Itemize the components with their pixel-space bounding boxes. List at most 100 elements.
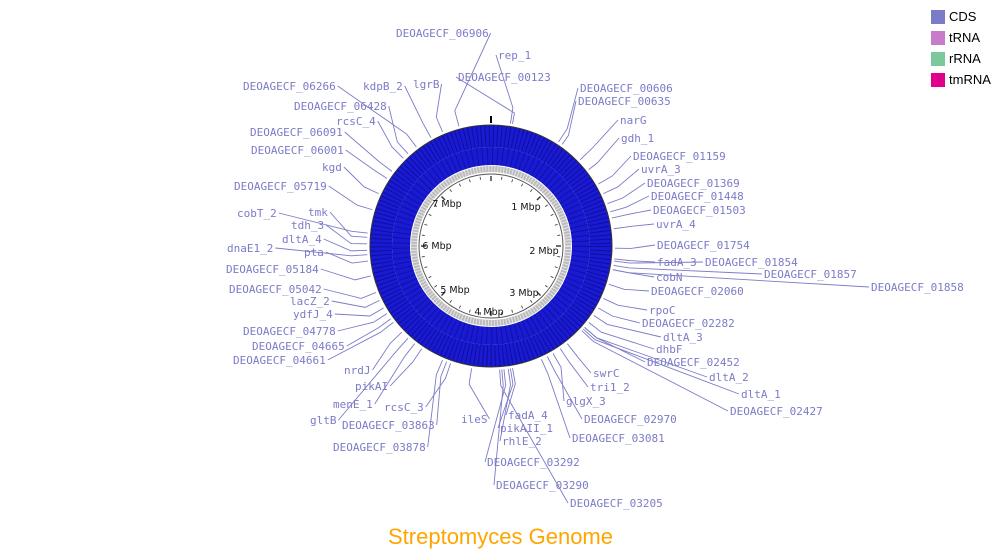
gene-label: fadA_3 bbox=[657, 256, 697, 269]
legend-label-cds: CDS bbox=[949, 9, 977, 24]
gene-label: glgX_3 bbox=[566, 395, 606, 408]
scale-labels: 1 Mbp 2 Mbp 3 Mbp 4 Mbp 5 Mbp 6 Mbp 7 Mbp bbox=[422, 199, 558, 318]
scale-tick bbox=[441, 196, 446, 201]
scale-tick bbox=[428, 276, 432, 279]
gene-leader bbox=[613, 264, 763, 275]
gene-leader bbox=[327, 321, 394, 361]
gene-leader bbox=[334, 307, 384, 317]
gene-leader bbox=[546, 356, 583, 420]
scale-tick bbox=[530, 189, 533, 193]
gene-leader bbox=[611, 209, 652, 219]
gene-label: DEOAGECF_05719 bbox=[234, 180, 327, 193]
gene-label: DEOAGECF_06906 bbox=[396, 27, 489, 40]
gene-leader bbox=[588, 321, 655, 350]
gene-leader bbox=[603, 168, 640, 195]
gene-leader bbox=[607, 182, 646, 205]
scale-label: 5 Mbp bbox=[440, 285, 469, 296]
gene-leader bbox=[345, 149, 388, 179]
gene-label: dltA_2 bbox=[709, 371, 749, 384]
scale-tick bbox=[434, 285, 438, 288]
gene-leader bbox=[493, 369, 504, 486]
gene-label: dnaE1_2 bbox=[227, 242, 273, 255]
scale-tick bbox=[554, 223, 558, 226]
scale-tick bbox=[511, 179, 514, 183]
gene-leader bbox=[499, 369, 569, 504]
gene-label: kdpB_2 bbox=[363, 80, 403, 93]
gene-label: dltA_4 bbox=[282, 233, 322, 246]
scale-tick bbox=[554, 266, 558, 269]
gene-label: DEOAGECF_00123 bbox=[458, 71, 551, 84]
gene-label: DEOAGECF_03292 bbox=[487, 456, 580, 469]
scale-tick bbox=[449, 299, 452, 303]
gene-label: DEOAGECF_00635 bbox=[578, 95, 671, 108]
gene-label: DEOAGECF_02452 bbox=[647, 356, 740, 369]
gene-label: DEOAGECF_02060 bbox=[651, 285, 744, 298]
gene-label: rpoC bbox=[649, 304, 676, 317]
scale-tick bbox=[441, 291, 446, 296]
gene-leader bbox=[559, 348, 589, 388]
plot-title: Streptomyces Genome bbox=[388, 524, 613, 549]
gene-label: lgrB bbox=[413, 78, 440, 91]
scale-tick bbox=[449, 189, 452, 193]
gene-label: cobN bbox=[656, 271, 683, 284]
gene-label: DEOAGECF_04778 bbox=[243, 325, 336, 338]
gene-leader bbox=[275, 247, 368, 257]
gene-leader bbox=[552, 353, 565, 402]
gene-leader bbox=[566, 343, 592, 374]
gene-leader bbox=[598, 307, 641, 324]
gene-label: DEOAGECF_01159 bbox=[633, 150, 726, 163]
gene-label: gdh_1 bbox=[621, 132, 654, 145]
scale-label: 4 Mbp bbox=[474, 307, 503, 318]
gene-label: DEOAGECF_03205 bbox=[570, 497, 663, 510]
gene-label: DEOAGECF_06266 bbox=[243, 80, 336, 93]
scale-label: 3 Mbp bbox=[509, 288, 538, 299]
legend: CDS tRNA rRNA tmRNA bbox=[931, 6, 991, 90]
gene-label: cobT_2 bbox=[237, 207, 277, 220]
gene-label: ileS bbox=[461, 413, 488, 426]
legend-label-rrna: rRNA bbox=[949, 51, 981, 66]
gene-leader bbox=[374, 343, 416, 405]
gene-leader bbox=[603, 297, 648, 311]
gene-leader bbox=[388, 105, 409, 155]
gene-label: dhbF bbox=[656, 343, 683, 356]
gene-label: DEOAGECF_05184 bbox=[226, 263, 319, 276]
gene-leader bbox=[389, 348, 423, 387]
gene-leader bbox=[323, 288, 377, 299]
scale-tick bbox=[428, 213, 432, 216]
gene-label: lacZ_2 bbox=[290, 295, 330, 308]
gene-label: tmk bbox=[308, 206, 328, 219]
scale-tick bbox=[550, 276, 554, 279]
scale-ticks bbox=[421, 116, 561, 316]
gene-leader bbox=[344, 131, 393, 172]
gene-label: fadA_4 bbox=[508, 409, 548, 422]
scale-label: 1 Mbp bbox=[511, 202, 540, 213]
gene-leader bbox=[427, 359, 443, 448]
genome-map: 1 Mbp 2 Mbp 3 Mbp 4 Mbp 5 Mbp 6 Mbp 7 Mbp DEOA… bbox=[226, 27, 964, 510]
inner-cds-texture bbox=[392, 147, 590, 345]
gene-leader bbox=[612, 269, 655, 278]
gene-label: tdh_3 bbox=[291, 219, 324, 232]
scale-tick bbox=[468, 309, 471, 313]
gene-label: DEOAGECF_01369 bbox=[647, 177, 740, 190]
inner-ring-border bbox=[418, 173, 564, 319]
gene-label: dltA_3 bbox=[663, 331, 703, 344]
scale-tick bbox=[550, 213, 554, 216]
legend-swatch-rrna bbox=[931, 51, 945, 66]
gene-label: DEOAGECF_03863 bbox=[342, 419, 435, 432]
gene-leader bbox=[404, 85, 432, 138]
gene-label: uvrA_3 bbox=[641, 163, 681, 176]
scale-tick bbox=[521, 305, 524, 309]
gene-label: DEOAGECF_04661 bbox=[233, 354, 326, 367]
gene-leader bbox=[346, 318, 391, 347]
gene-label: dltA_1 bbox=[741, 388, 781, 401]
gene-leader bbox=[588, 137, 620, 171]
gene-leader bbox=[541, 359, 571, 439]
gene-label: rcsC_3 bbox=[384, 401, 424, 414]
scale-tick bbox=[511, 309, 514, 313]
gene-leader bbox=[614, 258, 656, 263]
scale-label: 6 Mbp bbox=[422, 241, 451, 252]
gene-leader bbox=[338, 337, 409, 421]
scale-tick bbox=[458, 183, 461, 187]
gene-leader bbox=[325, 251, 368, 264]
gene-leader bbox=[558, 87, 579, 143]
